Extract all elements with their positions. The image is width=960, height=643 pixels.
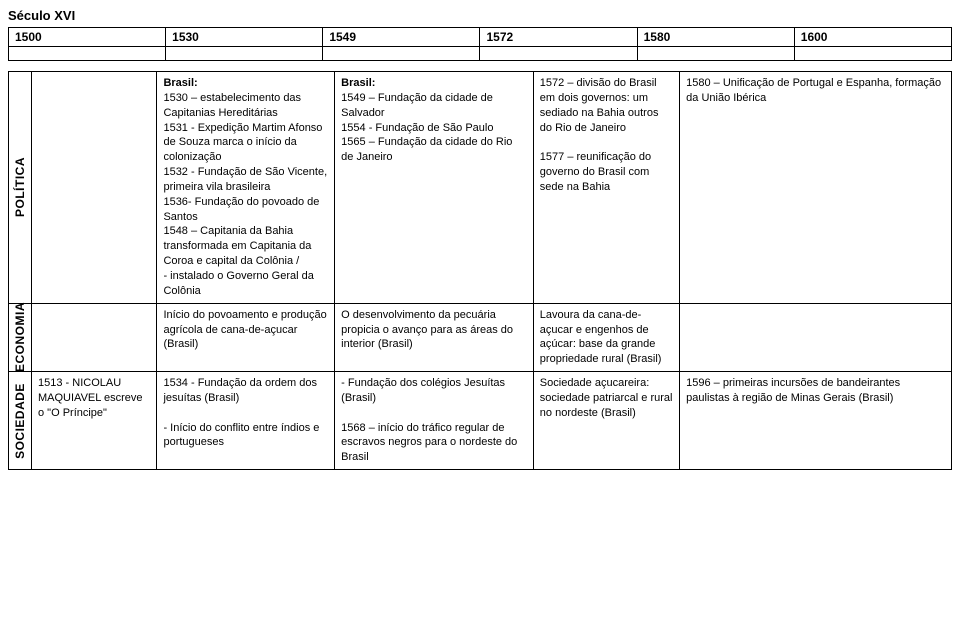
timeline-years-row: 1500 1530 1549 1572 1580 1600 — [9, 28, 952, 47]
cell-sociedade-1: 1513 - NICOLAU MAQUIAVEL escreve o "O Pr… — [32, 372, 157, 470]
cell-sociedade-2: 1534 - Fundação da ordem dos jesuítas (B… — [157, 372, 335, 470]
cell-bold: Brasil: — [163, 77, 197, 89]
cell-economia-4: Lavoura da cana-de-açucar e engenhos de … — [533, 303, 679, 371]
timeline-header: 1500 1530 1549 1572 1580 1600 — [8, 27, 952, 61]
row-economia: ECONOMIA Início do povoamento e produção… — [9, 303, 952, 371]
cell-sociedade-3: - Fundação dos colégios Jesuítas (Brasil… — [335, 372, 534, 470]
content-table: POLÍTICA Brasil: 1530 – estabelecimento … — [8, 71, 952, 470]
timeline-year: 1500 — [9, 28, 166, 47]
timeline-empty-row — [9, 47, 952, 61]
timeline-year: 1580 — [637, 28, 794, 47]
row-sociedade: SOCIEDADE 1513 - NICOLAU MAQUIAVEL escre… — [9, 372, 952, 470]
cell-politica-3: Brasil: 1549 – Fundação da cidade de Sal… — [335, 72, 534, 304]
timeline-year: 1572 — [480, 28, 637, 47]
cell-economia-1 — [32, 303, 157, 371]
cell-politica-4: 1572 – divisão do Brasil em dois governo… — [533, 72, 679, 304]
cell-bold: Brasil: — [341, 77, 375, 89]
row-label-sociedade: SOCIEDADE — [9, 372, 32, 470]
cell-text: 1549 – Fundação da cidade de Salvador 15… — [341, 92, 512, 163]
timeline-year: 1530 — [166, 28, 323, 47]
cell-politica-1 — [32, 72, 157, 304]
cell-politica-2: Brasil: 1530 – estabelecimento das Capit… — [157, 72, 335, 304]
row-label-politica: POLÍTICA — [9, 72, 32, 304]
row-label-text: ECONOMIA — [12, 302, 28, 372]
cell-politica-5: 1580 – Unificação de Portugal e Espanha,… — [680, 72, 952, 304]
cell-economia-2: Início do povoamento e produção agrícola… — [157, 303, 335, 371]
cell-sociedade-4: Sociedade açucareira: sociedade patriarc… — [533, 372, 679, 470]
timeline-year: 1549 — [323, 28, 480, 47]
cell-economia-3: O desenvolvimento da pecuária propicia o… — [335, 303, 534, 371]
cell-sociedade-5: 1596 – primeiras incursões de bandeirant… — [680, 372, 952, 470]
page-title: Século XVI — [8, 8, 952, 23]
cell-economia-5 — [680, 303, 952, 371]
row-label-text: POLÍTICA — [12, 157, 28, 217]
row-label-economia: ECONOMIA — [9, 303, 32, 371]
timeline-year: 1600 — [794, 28, 951, 47]
cell-text: 1530 – estabelecimento das Capitanias He… — [163, 92, 327, 297]
row-politica: POLÍTICA Brasil: 1530 – estabelecimento … — [9, 72, 952, 304]
row-label-text: SOCIEDADE — [12, 383, 28, 459]
